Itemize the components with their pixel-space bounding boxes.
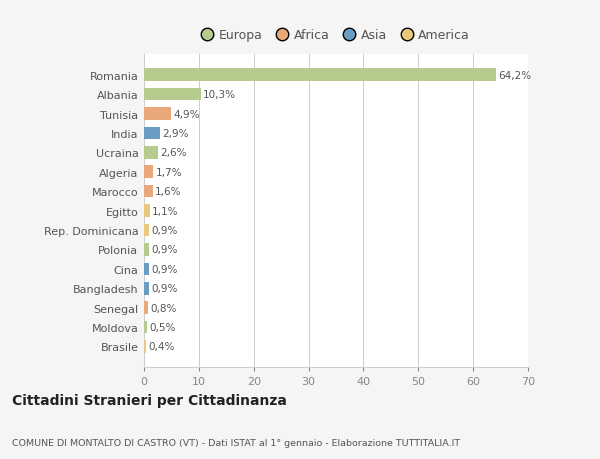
Text: 4,9%: 4,9% xyxy=(173,109,200,119)
Bar xyxy=(144,166,154,179)
Bar xyxy=(144,205,150,218)
Text: Cittadini Stranieri per Cittadinanza: Cittadini Stranieri per Cittadinanza xyxy=(12,393,287,407)
Bar xyxy=(144,282,149,295)
Text: 64,2%: 64,2% xyxy=(499,71,532,80)
Text: 1,7%: 1,7% xyxy=(155,168,182,177)
Text: 0,9%: 0,9% xyxy=(151,245,178,255)
Text: 0,9%: 0,9% xyxy=(151,284,178,294)
Text: 1,1%: 1,1% xyxy=(152,206,179,216)
Bar xyxy=(144,69,496,82)
Text: 0,5%: 0,5% xyxy=(149,322,175,332)
Bar xyxy=(144,321,147,334)
Text: 10,3%: 10,3% xyxy=(203,90,236,100)
Text: 1,6%: 1,6% xyxy=(155,187,181,197)
Bar xyxy=(144,341,146,353)
Text: 0,9%: 0,9% xyxy=(151,225,178,235)
Bar xyxy=(144,108,171,121)
Bar xyxy=(144,224,149,237)
Text: 2,9%: 2,9% xyxy=(162,129,188,139)
Legend: Europa, Africa, Asia, America: Europa, Africa, Asia, America xyxy=(197,24,475,47)
Bar xyxy=(144,244,149,256)
Bar xyxy=(144,185,153,198)
Bar xyxy=(144,263,149,275)
Bar xyxy=(144,147,158,159)
Bar xyxy=(144,127,160,140)
Bar xyxy=(144,89,200,101)
Text: 0,9%: 0,9% xyxy=(151,264,178,274)
Text: 2,6%: 2,6% xyxy=(160,148,187,158)
Text: 0,4%: 0,4% xyxy=(148,342,175,352)
Text: 0,8%: 0,8% xyxy=(151,303,177,313)
Text: COMUNE DI MONTALTO DI CASTRO (VT) - Dati ISTAT al 1° gennaio - Elaborazione TUTT: COMUNE DI MONTALTO DI CASTRO (VT) - Dati… xyxy=(12,438,460,447)
Bar xyxy=(144,302,148,314)
